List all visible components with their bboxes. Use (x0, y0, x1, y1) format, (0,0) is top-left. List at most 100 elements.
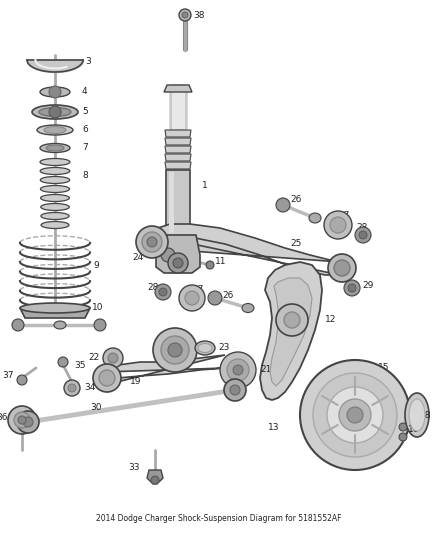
Circle shape (93, 364, 121, 392)
Circle shape (224, 379, 246, 401)
Circle shape (17, 411, 39, 433)
Polygon shape (165, 146, 191, 153)
Circle shape (348, 284, 356, 292)
Ellipse shape (41, 195, 69, 201)
Text: 35: 35 (74, 360, 85, 369)
Circle shape (8, 406, 36, 434)
Polygon shape (147, 470, 163, 484)
Text: 30: 30 (90, 403, 102, 413)
Circle shape (284, 312, 300, 328)
Circle shape (334, 260, 350, 276)
Circle shape (161, 336, 189, 364)
Text: 9: 9 (93, 261, 99, 270)
Text: 34: 34 (84, 384, 95, 392)
Circle shape (136, 226, 168, 258)
Ellipse shape (198, 343, 212, 352)
Circle shape (168, 343, 182, 357)
Ellipse shape (41, 222, 69, 229)
Ellipse shape (41, 204, 69, 211)
Ellipse shape (41, 213, 69, 220)
Polygon shape (164, 85, 192, 92)
Text: 8: 8 (82, 171, 88, 180)
Ellipse shape (44, 126, 66, 133)
Circle shape (313, 373, 397, 457)
Circle shape (359, 231, 367, 239)
Text: 23: 23 (218, 343, 230, 352)
Circle shape (108, 353, 118, 363)
Circle shape (49, 86, 61, 98)
Polygon shape (165, 154, 191, 161)
Circle shape (17, 375, 27, 385)
Circle shape (23, 417, 33, 427)
Ellipse shape (40, 143, 70, 152)
Polygon shape (156, 235, 200, 273)
Text: 38: 38 (193, 11, 205, 20)
Polygon shape (150, 224, 340, 275)
Circle shape (182, 12, 188, 18)
Text: 15: 15 (378, 364, 389, 373)
Ellipse shape (195, 341, 215, 355)
Text: 13: 13 (268, 424, 279, 432)
Circle shape (18, 416, 26, 424)
Ellipse shape (409, 399, 425, 431)
Circle shape (276, 304, 308, 336)
Ellipse shape (20, 303, 90, 313)
Circle shape (168, 253, 188, 273)
Circle shape (151, 476, 159, 484)
Circle shape (330, 217, 346, 233)
Text: 16: 16 (408, 425, 420, 434)
Ellipse shape (40, 176, 70, 183)
Circle shape (179, 9, 191, 21)
Text: 1: 1 (202, 181, 208, 190)
Text: 2014 Dodge Charger Shock-Suspension Diagram for 5181552AF: 2014 Dodge Charger Shock-Suspension Diag… (96, 514, 342, 523)
Text: 29: 29 (362, 280, 373, 289)
Circle shape (399, 433, 407, 441)
Text: 39: 39 (35, 311, 46, 319)
Circle shape (64, 380, 80, 396)
Circle shape (179, 285, 205, 311)
Polygon shape (165, 138, 191, 145)
Circle shape (155, 284, 171, 300)
Text: 26: 26 (222, 290, 233, 300)
Ellipse shape (40, 87, 70, 97)
Ellipse shape (32, 105, 78, 119)
Circle shape (147, 237, 157, 247)
Circle shape (324, 211, 352, 239)
Ellipse shape (405, 393, 429, 437)
Text: 24: 24 (132, 254, 143, 262)
Text: 12: 12 (325, 316, 336, 325)
Circle shape (227, 359, 249, 381)
Circle shape (159, 288, 167, 296)
Text: 22: 22 (89, 353, 100, 362)
Text: 19: 19 (130, 377, 141, 386)
Text: 6: 6 (82, 125, 88, 134)
Text: 27: 27 (192, 286, 203, 295)
Text: 37: 37 (3, 372, 14, 381)
Bar (166, 170, 190, 235)
Circle shape (173, 258, 183, 268)
Circle shape (94, 319, 106, 331)
Polygon shape (260, 262, 322, 400)
Circle shape (339, 399, 371, 431)
Text: 4: 4 (82, 87, 88, 96)
Circle shape (230, 385, 240, 395)
Circle shape (99, 370, 115, 386)
Polygon shape (20, 308, 90, 318)
Text: 33: 33 (128, 464, 140, 472)
Text: 10: 10 (92, 303, 103, 312)
Ellipse shape (242, 303, 254, 312)
Ellipse shape (39, 108, 71, 117)
Ellipse shape (54, 321, 66, 329)
Ellipse shape (40, 158, 70, 166)
Circle shape (14, 412, 30, 428)
Circle shape (220, 352, 256, 388)
Circle shape (153, 328, 197, 372)
Text: 21: 21 (260, 366, 272, 375)
Text: 26: 26 (290, 196, 301, 205)
Text: 11: 11 (215, 257, 226, 266)
Bar (169, 172, 174, 233)
Text: 18: 18 (420, 410, 431, 419)
Circle shape (58, 357, 68, 367)
Text: 3: 3 (85, 58, 91, 67)
Ellipse shape (37, 125, 73, 135)
